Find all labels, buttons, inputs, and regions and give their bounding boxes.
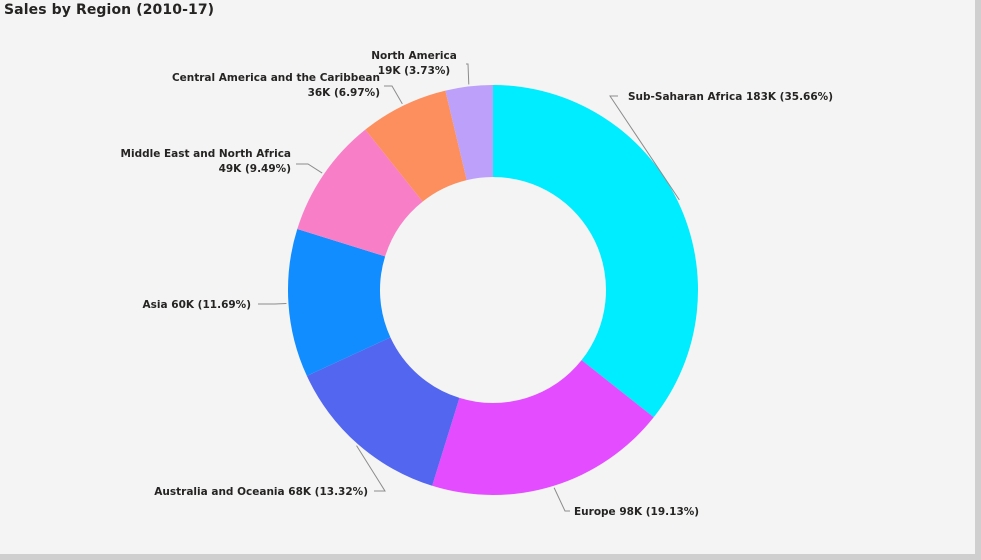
data-label: Sub-Saharan Africa 183K (35.66%)	[628, 91, 833, 103]
labels-group: Sub-Saharan Africa 183K (35.66%) Europe 9…	[121, 50, 833, 518]
data-label: North America 19K (3.73%)	[371, 50, 457, 77]
slice-north-america[interactable]	[445, 85, 493, 181]
data-label: Middle East and North Africa 49K (9.49%)	[121, 148, 291, 175]
data-label: Asia 60K (11.69%)	[143, 299, 251, 311]
slice-australia-and-oceania[interactable]	[306, 337, 460, 486]
leader-line	[466, 63, 470, 85]
slices-group	[287, 85, 698, 495]
leader-line	[296, 163, 323, 174]
leader-line	[356, 445, 386, 492]
data-label: Australia and Oceania 68K (13.32%)	[154, 486, 368, 498]
data-label: Europe 98K (19.13%)	[574, 506, 699, 518]
slice-middle-east-and-north-africa[interactable]	[297, 129, 423, 257]
slice-central-america-and-the-caribbean[interactable]	[365, 90, 467, 202]
slice-europe[interactable]	[432, 360, 654, 495]
leader-line	[553, 487, 570, 512]
leader-line	[258, 302, 287, 305]
leader-line	[384, 85, 403, 105]
slice-asia[interactable]	[287, 229, 391, 376]
leader-line	[609, 95, 680, 201]
data-label: Central America and the Caribbean 36K (6.…	[172, 72, 380, 99]
slice-sub-saharan-africa[interactable]	[493, 85, 698, 418]
chart-title: Sales by Region (2010-17)	[4, 2, 215, 18]
